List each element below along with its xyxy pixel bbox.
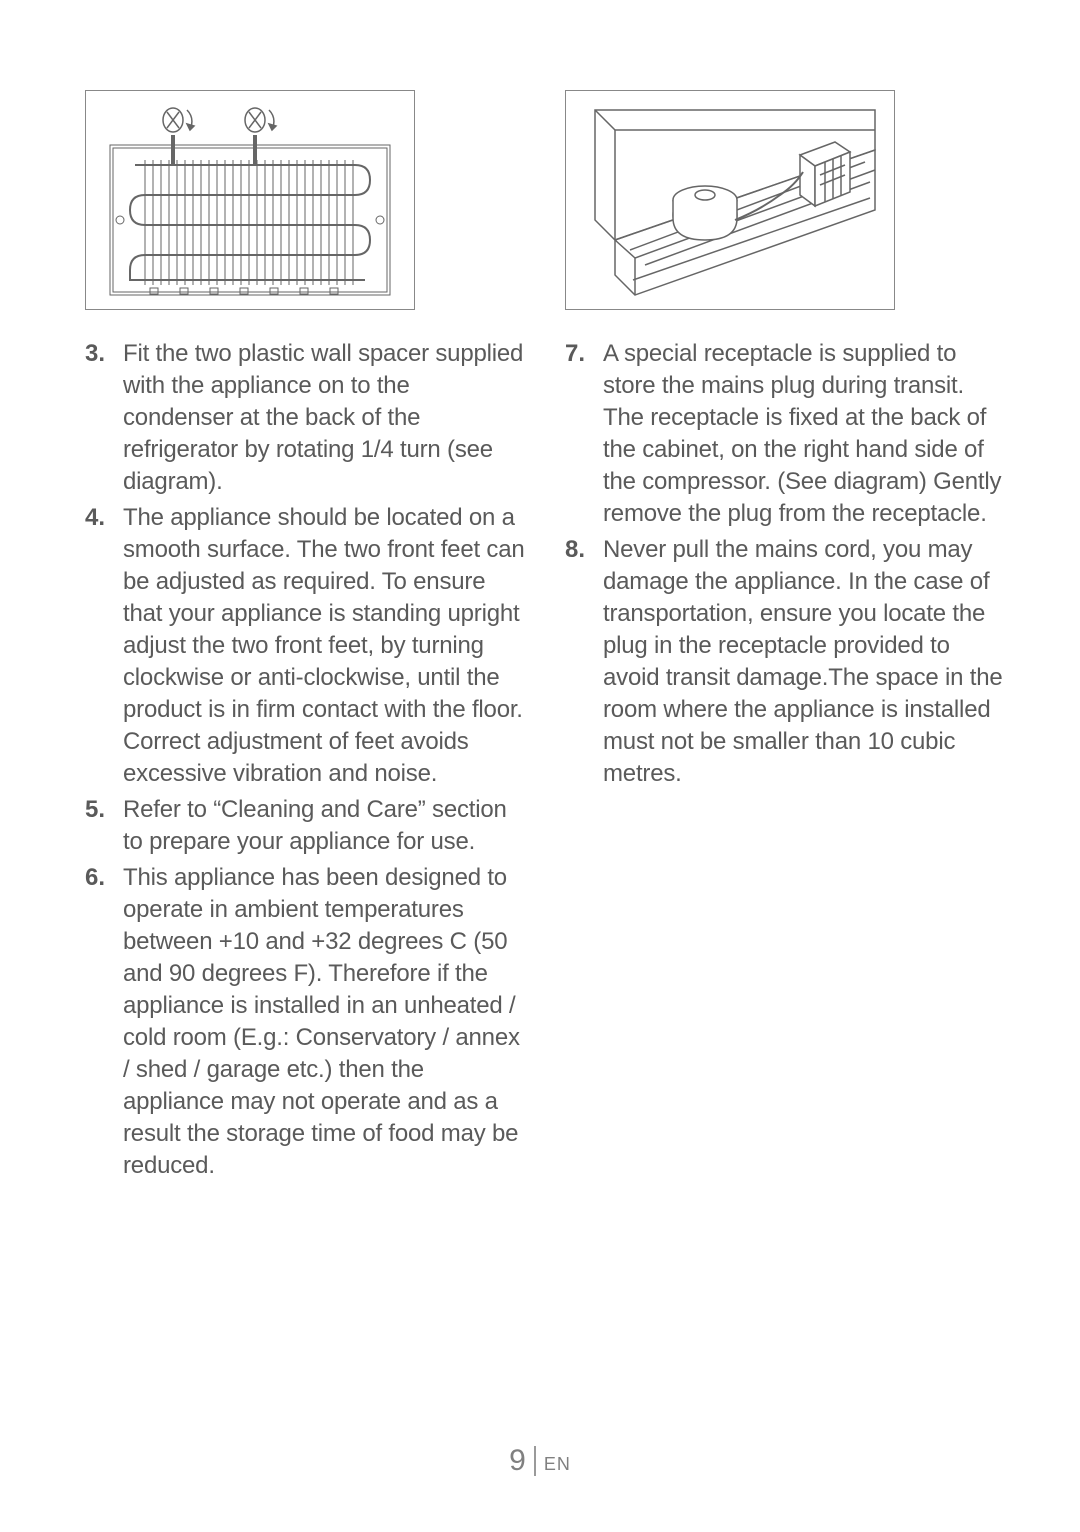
page-number: 9 — [509, 1444, 526, 1478]
footer-divider — [534, 1446, 536, 1476]
instruction-item: The appliance should be located on a smo… — [85, 502, 525, 790]
instruction-item: Refer to “Cleaning and Care” section to … — [85, 794, 525, 858]
instruction-text: Fit the two plastic wall spacer supplied… — [123, 338, 525, 498]
two-column-layout: Fit the two plastic wall spacer supplied… — [85, 90, 1005, 1186]
instruction-text: Refer to “Cleaning and Care” section to … — [123, 794, 525, 858]
instructions-list-right: A special receptacle is supplied to stor… — [565, 338, 1005, 790]
condenser-svg — [95, 100, 405, 300]
instruction-text: A special receptacle is supplied to stor… — [603, 338, 1005, 530]
instruction-item: A special receptacle is supplied to stor… — [565, 338, 1005, 530]
instruction-item: This appliance has been designed to oper… — [85, 862, 525, 1182]
page-footer: 9 EN — [0, 1444, 1080, 1478]
compressor-svg — [575, 100, 885, 300]
instruction-text: The appliance should be located on a smo… — [123, 502, 525, 790]
instruction-text: This appliance has been designed to oper… — [123, 862, 525, 1182]
compressor-diagram — [565, 90, 895, 310]
condenser-diagram — [85, 90, 415, 310]
right-column: A special receptacle is supplied to stor… — [565, 90, 1005, 1186]
language-code: EN — [544, 1454, 571, 1475]
page-content: Fit the two plastic wall spacer supplied… — [0, 0, 1080, 1186]
left-column: Fit the two plastic wall spacer supplied… — [85, 90, 525, 1186]
instruction-item: Fit the two plastic wall spacer supplied… — [85, 338, 525, 498]
instruction-item: Never pull the mains cord, you may damag… — [565, 534, 1005, 790]
instructions-list-left: Fit the two plastic wall spacer supplied… — [85, 338, 525, 1182]
instruction-text: Never pull the mains cord, you may damag… — [603, 534, 1005, 790]
